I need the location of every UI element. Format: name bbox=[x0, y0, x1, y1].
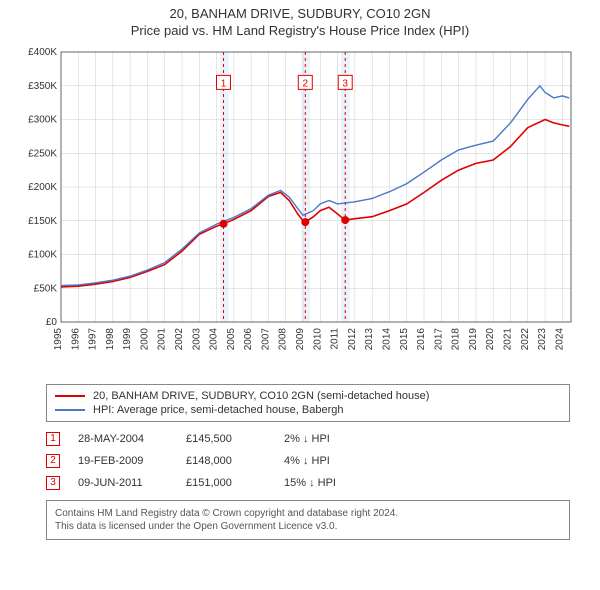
svg-text:2000: 2000 bbox=[139, 327, 150, 350]
svg-text:£350K: £350K bbox=[28, 81, 57, 92]
svg-text:1998: 1998 bbox=[105, 327, 116, 350]
svg-text:£200K: £200K bbox=[28, 182, 57, 193]
title-line-2: Price paid vs. HM Land Registry's House … bbox=[0, 23, 600, 40]
svg-text:2022: 2022 bbox=[520, 327, 531, 350]
sale-row-1: 2 19-FEB-2009 £148,000 4% ↓ HPI bbox=[46, 450, 570, 472]
legend-swatch-0 bbox=[55, 395, 85, 397]
svg-text:1: 1 bbox=[221, 78, 227, 89]
legend-swatch-1 bbox=[55, 409, 85, 411]
sale-row-0: 1 28-MAY-2004 £145,500 2% ↓ HPI bbox=[46, 428, 570, 450]
svg-text:2014: 2014 bbox=[381, 327, 392, 350]
svg-text:£400K: £400K bbox=[28, 47, 57, 58]
sale-date-1: 19-FEB-2009 bbox=[78, 455, 168, 467]
legend: 20, BANHAM DRIVE, SUDBURY, CO10 2GN (sem… bbox=[46, 384, 570, 422]
svg-text:2020: 2020 bbox=[485, 327, 496, 350]
sale-hpi-1: 4% ↓ HPI bbox=[284, 455, 394, 467]
svg-text:2: 2 bbox=[303, 78, 309, 89]
svg-text:2013: 2013 bbox=[364, 327, 375, 350]
footer-line-2: This data is licensed under the Open Gov… bbox=[55, 520, 561, 533]
svg-text:2012: 2012 bbox=[347, 327, 358, 350]
svg-text:1997: 1997 bbox=[88, 327, 99, 350]
svg-text:2009: 2009 bbox=[295, 327, 306, 350]
svg-text:2005: 2005 bbox=[226, 327, 237, 350]
svg-text:£150K: £150K bbox=[28, 216, 57, 227]
svg-text:2018: 2018 bbox=[451, 327, 462, 350]
chart: £0 £50K £100K £150K £200K £250K £300K £350K £400… bbox=[15, 46, 585, 376]
svg-text:£250K: £250K bbox=[28, 148, 57, 159]
title-block: 20, BANHAM DRIVE, SUDBURY, CO10 2GN Pric… bbox=[0, 0, 600, 40]
svg-text:£0: £0 bbox=[46, 317, 58, 328]
svg-text:2021: 2021 bbox=[502, 327, 513, 350]
svg-text:2015: 2015 bbox=[399, 327, 410, 350]
legend-label-0: 20, BANHAM DRIVE, SUDBURY, CO10 2GN (sem… bbox=[93, 390, 429, 402]
svg-text:2007: 2007 bbox=[260, 327, 271, 350]
svg-text:£300K: £300K bbox=[28, 114, 57, 125]
sale-marker-0: 1 bbox=[46, 432, 60, 446]
footer-line-1: Contains HM Land Registry data © Crown c… bbox=[55, 507, 561, 520]
sale-row-2: 3 09-JUN-2011 £151,000 15% ↓ HPI bbox=[46, 472, 570, 494]
svg-text:2004: 2004 bbox=[209, 327, 220, 350]
svg-text:£100K: £100K bbox=[28, 249, 57, 260]
title-line-1: 20, BANHAM DRIVE, SUDBURY, CO10 2GN bbox=[0, 6, 600, 23]
sale-date-0: 28-MAY-2004 bbox=[78, 433, 168, 445]
svg-text:2002: 2002 bbox=[174, 327, 185, 350]
sale-marker-1: 2 bbox=[46, 454, 60, 468]
svg-text:2023: 2023 bbox=[537, 327, 548, 350]
chart-svg: £0 £50K £100K £150K £200K £250K £300K £350K £400… bbox=[15, 46, 585, 376]
svg-text:2003: 2003 bbox=[191, 327, 202, 350]
sale-marker-2: 3 bbox=[46, 476, 60, 490]
svg-text:1996: 1996 bbox=[70, 327, 81, 350]
sale-hpi-0: 2% ↓ HPI bbox=[284, 433, 394, 445]
svg-text:2019: 2019 bbox=[468, 327, 479, 350]
svg-text:1999: 1999 bbox=[122, 327, 133, 350]
svg-text:2008: 2008 bbox=[278, 327, 289, 350]
footer: Contains HM Land Registry data © Crown c… bbox=[46, 500, 570, 540]
svg-text:3: 3 bbox=[342, 78, 348, 89]
legend-row-0: 20, BANHAM DRIVE, SUDBURY, CO10 2GN (sem… bbox=[55, 389, 561, 403]
svg-text:2010: 2010 bbox=[312, 327, 323, 350]
svg-text:2011: 2011 bbox=[330, 327, 341, 349]
sale-price-1: £148,000 bbox=[186, 455, 266, 467]
svg-text:2016: 2016 bbox=[416, 327, 427, 350]
sales-block: 1 28-MAY-2004 £145,500 2% ↓ HPI 2 19-FEB… bbox=[46, 428, 570, 494]
svg-text:£50K: £50K bbox=[34, 283, 58, 294]
sale-price-2: £151,000 bbox=[186, 477, 266, 489]
svg-text:2006: 2006 bbox=[243, 327, 254, 350]
legend-label-1: HPI: Average price, semi-detached house,… bbox=[93, 404, 344, 416]
svg-text:1995: 1995 bbox=[53, 327, 64, 350]
sale-price-0: £145,500 bbox=[186, 433, 266, 445]
svg-text:2017: 2017 bbox=[433, 327, 444, 350]
sale-date-2: 09-JUN-2011 bbox=[78, 477, 168, 489]
legend-row-1: HPI: Average price, semi-detached house,… bbox=[55, 403, 561, 417]
svg-text:2001: 2001 bbox=[157, 327, 168, 350]
sale-hpi-2: 15% ↓ HPI bbox=[284, 477, 394, 489]
svg-text:2024: 2024 bbox=[554, 327, 565, 350]
